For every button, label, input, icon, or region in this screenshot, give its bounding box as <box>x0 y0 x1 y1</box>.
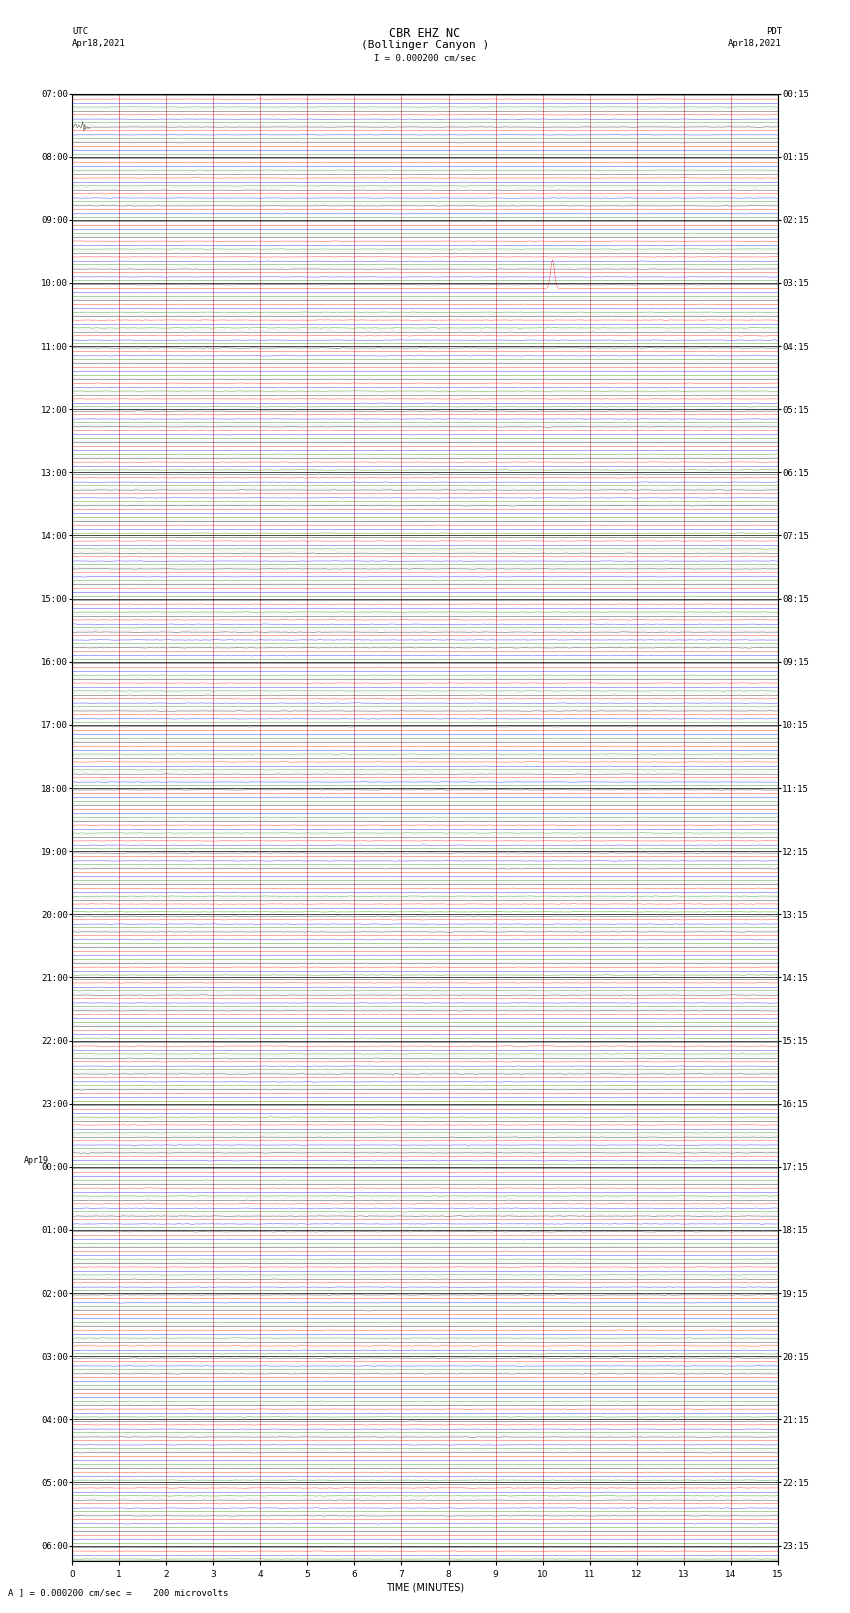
Text: Apr18,2021: Apr18,2021 <box>728 39 782 48</box>
Text: UTC: UTC <box>72 27 88 37</box>
Text: CBR EHZ NC: CBR EHZ NC <box>389 27 461 40</box>
Text: A ] = 0.000200 cm/sec =    200 microvolts: A ] = 0.000200 cm/sec = 200 microvolts <box>8 1587 229 1597</box>
Text: Apr18,2021: Apr18,2021 <box>72 39 126 48</box>
Text: I = 0.000200 cm/sec: I = 0.000200 cm/sec <box>374 53 476 63</box>
Text: (Bollinger Canyon ): (Bollinger Canyon ) <box>361 40 489 50</box>
X-axis label: TIME (MINUTES): TIME (MINUTES) <box>386 1582 464 1592</box>
Text: Apr19: Apr19 <box>24 1157 48 1165</box>
Text: PDT: PDT <box>766 27 782 37</box>
